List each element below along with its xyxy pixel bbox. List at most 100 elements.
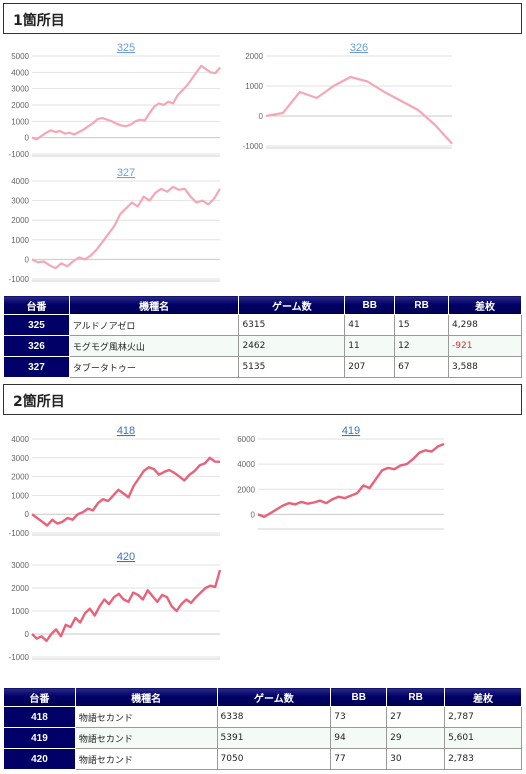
chart-title-link[interactable]: 418 bbox=[117, 425, 135, 437]
y-tick-label: 1000 bbox=[11, 491, 29, 500]
y-tick-label: 2000 bbox=[11, 584, 29, 593]
chart-326: 326 -1000 0 1000 2000 bbox=[236, 40, 458, 158]
machine-number: 419 bbox=[3, 727, 76, 749]
chart-title-link[interactable]: 420 bbox=[117, 551, 135, 563]
y-tick-label: 2000 bbox=[11, 216, 29, 225]
chart-325: 325 -1000 0 1000 2000 3000 4000 5000 bbox=[4, 40, 226, 166]
y-tick-label: 4000 bbox=[237, 460, 255, 469]
diff-coins: 2,783 bbox=[444, 748, 522, 770]
rb-count: 12 bbox=[394, 335, 450, 357]
y-tick-label: 3000 bbox=[11, 561, 29, 570]
y-tick-label: 0 bbox=[251, 510, 256, 519]
machine-name: タブータトゥー bbox=[68, 356, 240, 378]
bb-count: 94 bbox=[330, 727, 388, 749]
y-tick-label: 2000 bbox=[245, 52, 263, 61]
y-tick-label: -1000 bbox=[9, 150, 30, 159]
table-row: 419 物語セカンド 5391 94 29 5,601 bbox=[3, 727, 522, 749]
col-header-games: ゲーム数 bbox=[238, 295, 346, 315]
y-tick-label: -1000 bbox=[243, 142, 264, 151]
series-line bbox=[265, 75, 453, 145]
y-tick-label: 4000 bbox=[11, 68, 29, 77]
chart-svg: 420 -1000 0 1000 2000 3000 bbox=[9, 551, 222, 662]
series-line bbox=[31, 185, 221, 270]
series-line bbox=[31, 456, 221, 527]
y-tick-label: 0 bbox=[25, 134, 30, 143]
y-tick-label: 0 bbox=[25, 510, 30, 519]
y-tick-label: 6000 bbox=[237, 435, 255, 444]
table-header-row: 台番 機種名 ゲーム数 BB RB 差枚 bbox=[3, 687, 522, 707]
col-header-bb: BB bbox=[344, 295, 396, 315]
y-tick-label: 2000 bbox=[11, 473, 29, 482]
machine-name: 物語セカンド bbox=[74, 706, 218, 728]
y-tick-label: 2000 bbox=[237, 485, 255, 494]
y-tick-label: 3000 bbox=[11, 197, 29, 206]
rb-count: 67 bbox=[394, 356, 450, 378]
y-tick-label: 2000 bbox=[11, 101, 29, 110]
col-header-machine: 機種名 bbox=[74, 687, 218, 707]
game-count: 5391 bbox=[216, 727, 332, 749]
y-tick-label: 1000 bbox=[11, 236, 29, 245]
table-row: 325 アルドノアゼロ 6315 41 15 4,298 bbox=[3, 314, 522, 336]
machine-name: アルドノアゼロ bbox=[68, 314, 240, 336]
chart-svg: 418 -1000 0 1000 2000 3000 4000 bbox=[9, 425, 221, 538]
col-header-games: ゲーム数 bbox=[216, 687, 332, 707]
game-count: 6315 bbox=[238, 314, 346, 336]
rb-count: 29 bbox=[386, 727, 446, 749]
col-header-number: 台番 bbox=[3, 295, 70, 315]
bb-count: 77 bbox=[330, 748, 388, 770]
chart-svg: 325 -1000 0 1000 2000 3000 4000 5000 bbox=[9, 42, 221, 159]
machine-number: 327 bbox=[3, 356, 70, 378]
chart-327: 327 -1000 0 1000 2000 3000 4000 bbox=[4, 165, 226, 291]
chart-title-link[interactable]: 327 bbox=[117, 167, 135, 179]
section-1-table: 台番 機種名 ゲーム数 BB RB 差枚 325 アルドノアゼロ 6315 41… bbox=[3, 295, 522, 378]
y-tick-label: 4000 bbox=[11, 177, 29, 186]
col-header-machine: 機種名 bbox=[68, 295, 240, 315]
bb-count: 11 bbox=[344, 335, 396, 357]
chart-title-link[interactable]: 419 bbox=[342, 425, 360, 437]
diff-coins: 2,787 bbox=[444, 706, 522, 728]
y-tick-label: 4000 bbox=[11, 435, 29, 444]
series-line bbox=[31, 569, 222, 643]
table-header-row: 台番 機種名 ゲーム数 BB RB 差枚 bbox=[3, 295, 522, 315]
diff-coins: 3,588 bbox=[448, 356, 522, 378]
series-line bbox=[31, 64, 221, 141]
chart-title-link[interactable]: 325 bbox=[117, 42, 135, 54]
y-tick-label: 5000 bbox=[11, 52, 29, 61]
machine-number: 420 bbox=[3, 748, 76, 770]
y-tick-label: 0 bbox=[25, 255, 30, 264]
rb-count: 15 bbox=[394, 314, 450, 336]
machine-name: 物語セカンド bbox=[74, 748, 218, 770]
y-tick-label: -1000 bbox=[9, 529, 30, 538]
machine-number: 325 bbox=[3, 314, 70, 336]
col-header-bb: BB bbox=[330, 687, 388, 707]
bb-count: 73 bbox=[330, 706, 388, 728]
chart-svg: 326 -1000 0 1000 2000 bbox=[243, 42, 453, 151]
col-header-rb: RB bbox=[386, 687, 446, 707]
game-count: 7050 bbox=[216, 748, 332, 770]
section-1-title: 1箇所目 bbox=[13, 13, 65, 29]
section-2-header: 2箇所目 bbox=[3, 384, 522, 415]
chart-svg: 419 0 2000 4000 6000 bbox=[237, 425, 445, 530]
chart-title-link[interactable]: 326 bbox=[350, 42, 368, 54]
rb-count: 27 bbox=[386, 706, 446, 728]
machine-number: 418 bbox=[3, 706, 76, 728]
chart-418: 418 -1000 0 1000 2000 3000 4000 bbox=[4, 423, 226, 545]
game-count: 6338 bbox=[216, 706, 332, 728]
game-count: 5135 bbox=[238, 356, 346, 378]
bb-count: 207 bbox=[344, 356, 396, 378]
y-tick-label: -1000 bbox=[9, 275, 30, 284]
section-2-title: 2箇所目 bbox=[13, 394, 65, 410]
machine-name: 物語セカンド bbox=[74, 727, 218, 749]
y-tick-label: 1000 bbox=[245, 82, 263, 91]
chart-419: 419 0 2000 4000 6000 bbox=[228, 423, 450, 539]
bb-count: 41 bbox=[344, 314, 396, 336]
col-header-diff: 差枚 bbox=[444, 687, 522, 707]
chart-420: 420 -1000 0 1000 2000 3000 bbox=[4, 549, 226, 669]
col-header-diff: 差枚 bbox=[448, 295, 522, 315]
y-tick-label: 0 bbox=[25, 630, 30, 639]
y-tick-label: 0 bbox=[259, 112, 264, 121]
chart-svg: 327 -1000 0 1000 2000 3000 4000 bbox=[9, 167, 221, 284]
diff-coins: 4,298 bbox=[448, 314, 522, 336]
y-tick-label: -1000 bbox=[9, 653, 30, 662]
game-count: 2462 bbox=[238, 335, 346, 357]
